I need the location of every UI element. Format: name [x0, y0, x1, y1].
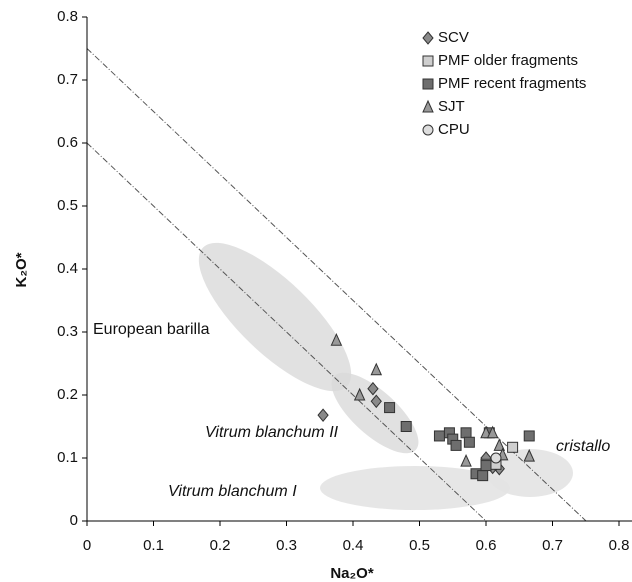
y-tick-label: 0.7: [57, 71, 78, 88]
x-tick-label: 0.3: [276, 537, 297, 554]
marker: [384, 402, 396, 414]
x-tick-label: 0.6: [476, 537, 497, 554]
annotation: Vitrum blanchum II: [205, 424, 339, 441]
marker: [490, 452, 502, 464]
y-axis-title: K₂O*: [13, 252, 30, 287]
y-tick-label: 0: [70, 512, 78, 529]
x-tick-label: 0.1: [143, 537, 164, 554]
marker: [460, 453, 472, 467]
x-tick-label: 0.5: [409, 537, 430, 554]
marker: [353, 387, 366, 401]
legend-label: PMF older fragments: [438, 52, 578, 69]
marker: [463, 436, 475, 448]
marker: [523, 430, 535, 442]
marker: [422, 55, 434, 67]
y-tick-label: 0.8: [57, 8, 78, 25]
y-tick-label: 0.1: [57, 449, 78, 466]
marker: [330, 332, 343, 346]
y-tick-label: 0.5: [57, 197, 78, 214]
marker: [493, 438, 506, 451]
marker: [450, 439, 462, 451]
marker: [523, 448, 536, 462]
legend-label: SJT: [438, 98, 465, 115]
region: [198, 242, 352, 392]
x-axis-title: Na₂O*: [330, 565, 374, 582]
marker: [486, 425, 499, 439]
regions: [86, 48, 587, 522]
annotation: Vitrum blanchum I: [168, 483, 297, 500]
reference-line: [86, 48, 587, 522]
marker: [433, 430, 445, 442]
y-tick-label: 0.6: [57, 134, 78, 151]
legend-label: PMF recent fragments: [438, 75, 586, 92]
marker: [367, 381, 379, 396]
annotation: cristallo: [556, 438, 610, 455]
region: [487, 449, 573, 497]
legend-label: CPU: [438, 121, 470, 138]
marker: [422, 124, 434, 136]
marker: [477, 470, 489, 482]
marker: [460, 427, 472, 439]
x-tick-label: 0: [83, 537, 91, 554]
x-tick-label: 0.4: [343, 537, 364, 554]
marker: [422, 99, 434, 113]
x-tick-label: 0.8: [609, 537, 630, 554]
reference-line: [86, 142, 487, 522]
x-tick-label: 0.7: [542, 537, 563, 554]
marker: [507, 441, 519, 453]
marker: [400, 421, 412, 432]
marker: [422, 78, 434, 90]
region: [331, 372, 419, 454]
marker: [370, 394, 382, 409]
y-tick-label: 0.2: [57, 386, 78, 403]
annotation: European barilla: [93, 321, 210, 338]
x-tick-label: 0.2: [210, 537, 231, 554]
marker: [422, 31, 434, 45]
marker: [317, 408, 329, 422]
y-tick-label: 0.4: [57, 260, 78, 277]
legend-label: SCV: [438, 29, 469, 46]
y-tick-label: 0.3: [57, 323, 78, 340]
marker: [480, 460, 492, 472]
marker: [370, 362, 383, 376]
